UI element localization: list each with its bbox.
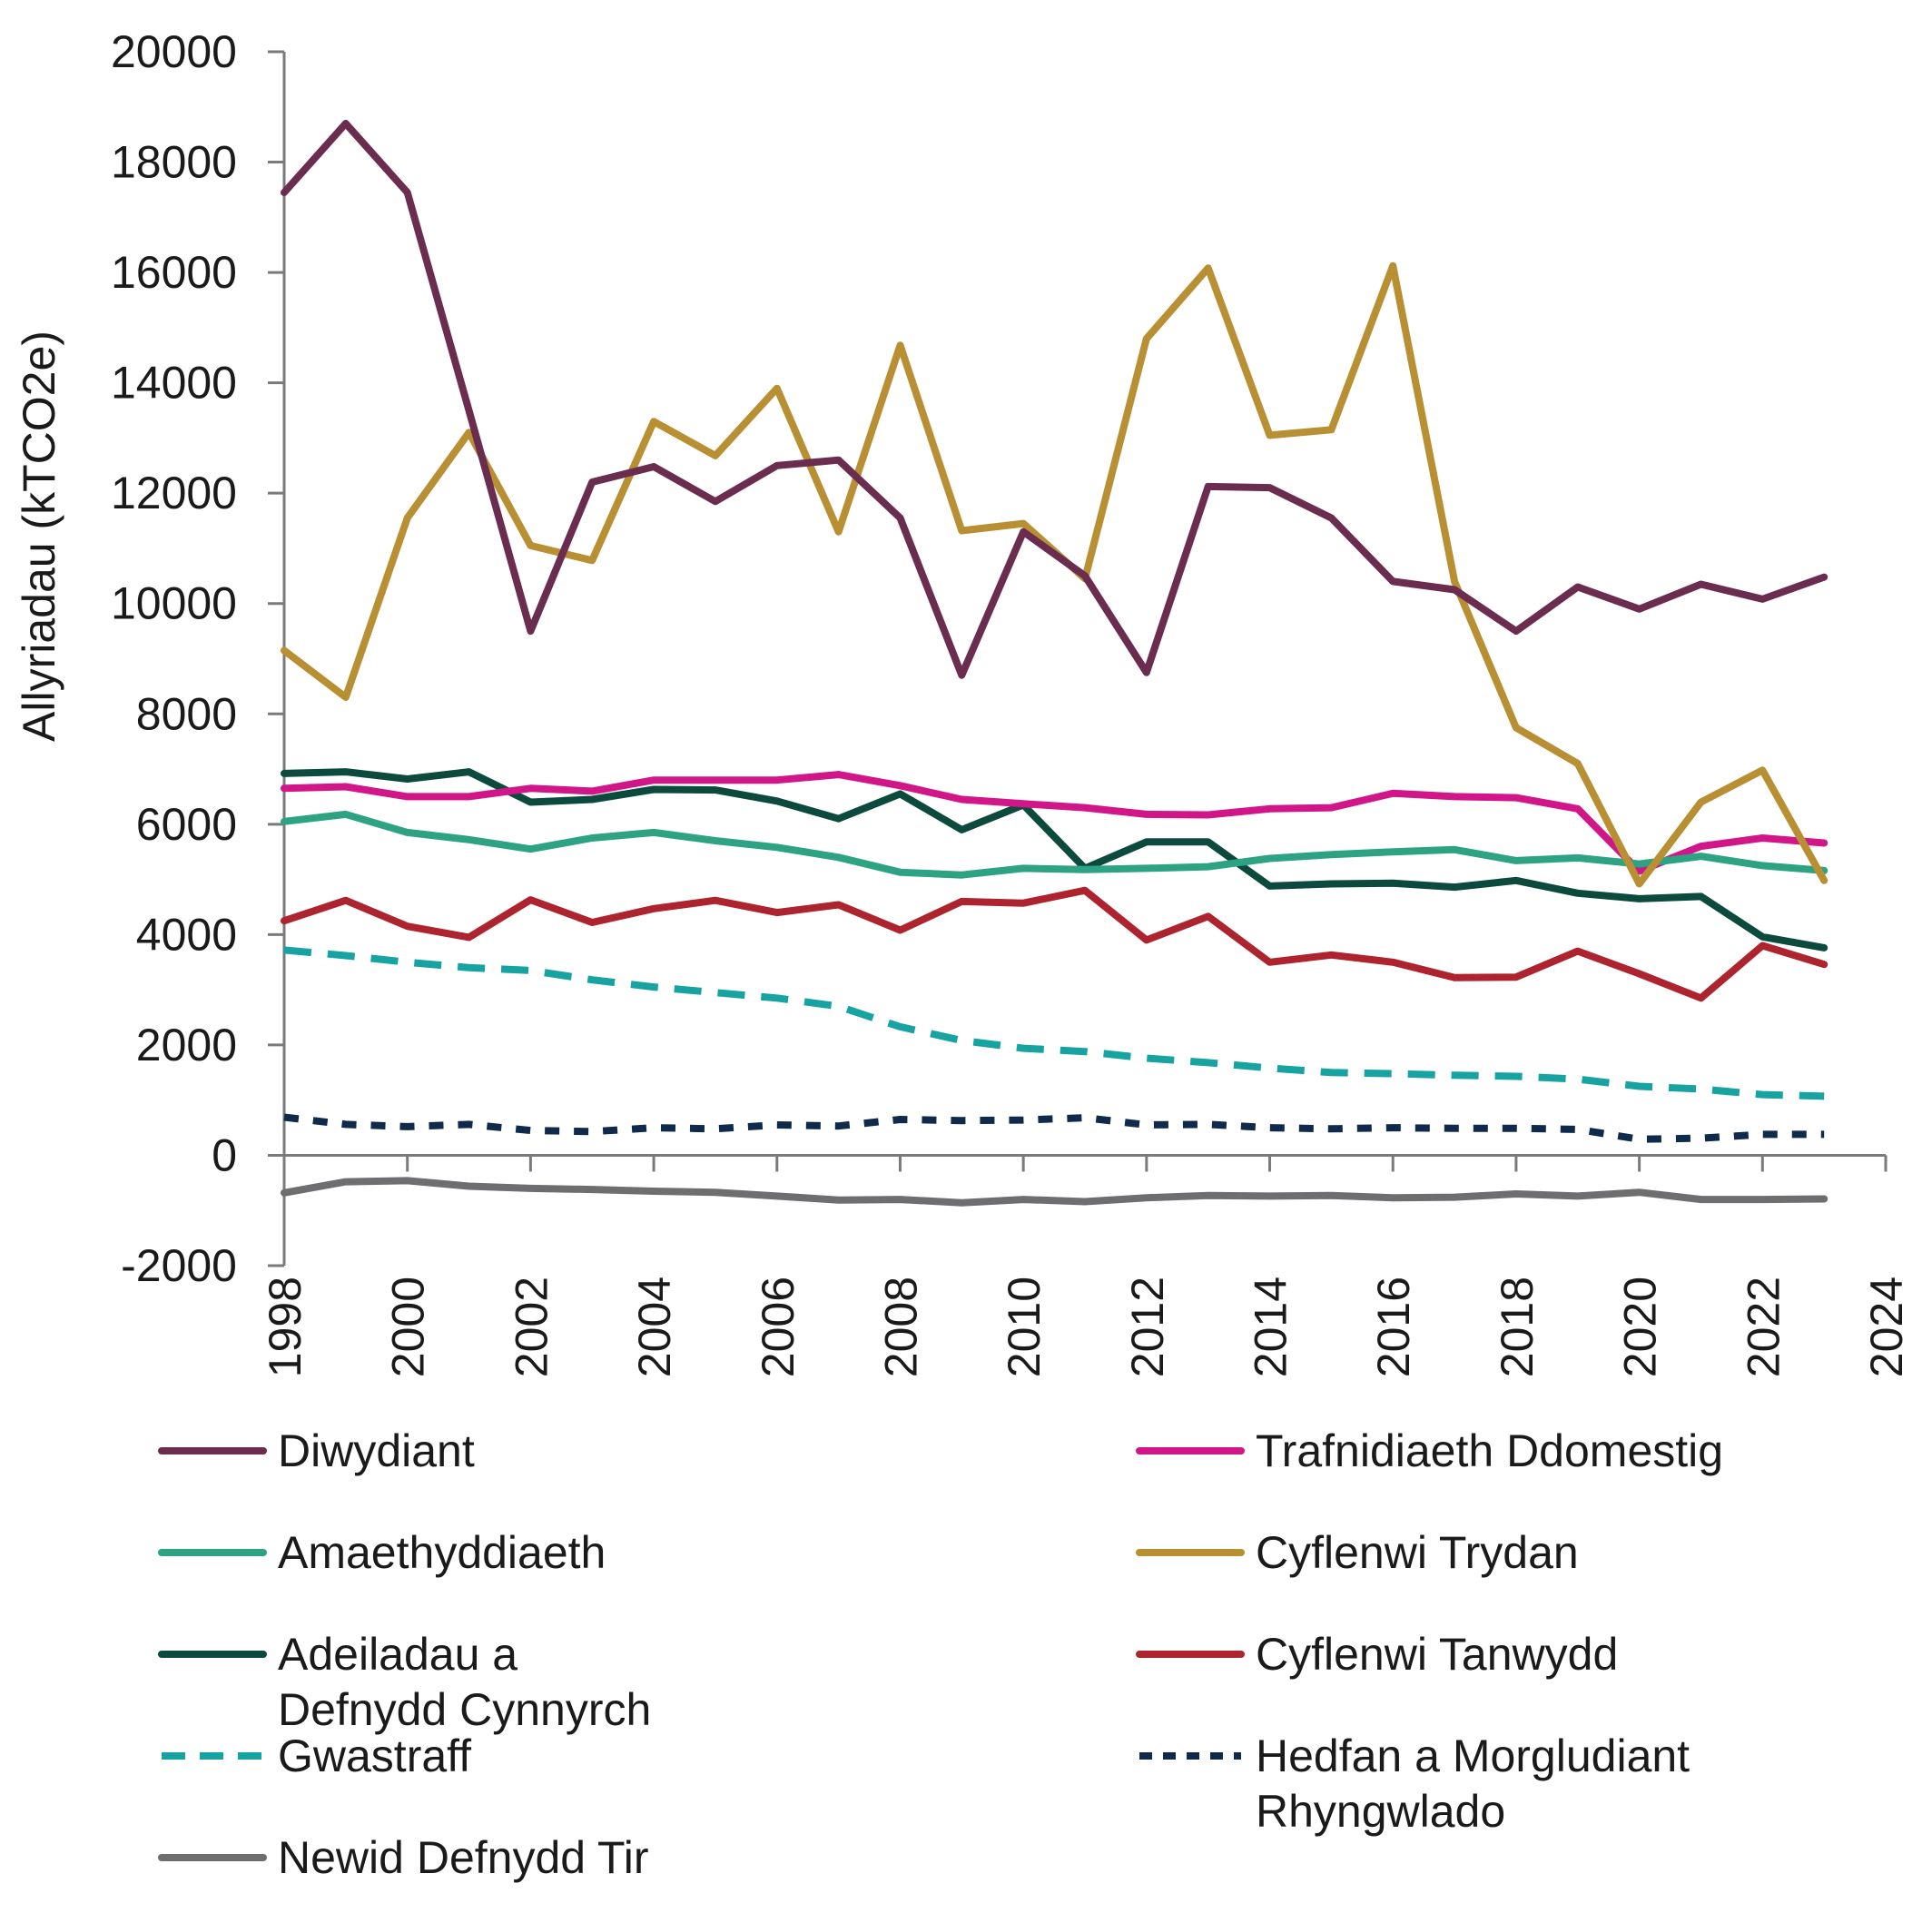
y-tick-label: 6000	[136, 799, 237, 850]
y-axis-title-group: Allyriadau (kTCO2e)	[14, 330, 64, 742]
legend-label: Trafnidiaeth Ddomestig	[1256, 1425, 1723, 1476]
legend-label: Hedfan a Morgludiant Rhyngwlado	[1256, 1731, 1690, 1837]
x-tick-label: 2024	[1861, 1277, 1912, 1377]
series-layer	[281, 120, 1828, 1207]
series-line-6	[283, 946, 1825, 1100]
x-tick-label: 2000	[383, 1277, 434, 1377]
legend-label: Cyflenwi Trydan	[1256, 1527, 1579, 1578]
y-tick-label: 2000	[136, 1020, 237, 1070]
legend-label: Newid Defnydd Tir	[278, 1832, 649, 1883]
series-line-2	[281, 810, 1828, 879]
x-tick-label: 2008	[875, 1277, 926, 1377]
y-tick-label: 14000	[111, 358, 237, 409]
series-line-5	[281, 886, 1828, 1002]
legend-label: Diwydiant	[278, 1425, 475, 1476]
y-tick-label: 4000	[136, 909, 237, 960]
y-tick-label: 0	[212, 1129, 237, 1180]
x-tick-label: 1998	[260, 1277, 310, 1377]
y-tick-label: 20000	[111, 26, 237, 77]
x-tick-label: 2010	[999, 1277, 1050, 1377]
y-tick-label: 16000	[111, 247, 237, 298]
y-tick-label: 18000	[111, 137, 237, 188]
x-tick-label: 2020	[1615, 1277, 1666, 1377]
axes: 2000018000160001400012000100008000600040…	[111, 26, 1912, 1377]
x-tick-label: 2002	[506, 1277, 557, 1377]
y-tick-label: 8000	[136, 688, 237, 739]
series-line-1	[281, 771, 1828, 875]
legend-label: Cyflenwi Tanwydd	[1256, 1629, 1618, 1680]
x-tick-label: 2018	[1492, 1277, 1543, 1377]
y-tick-label: 12000	[111, 468, 237, 518]
legend: Diwydiant Amaethyddiaeth Adeiladau a Defnyd…	[158, 1425, 1723, 1883]
y-tick-label: -2000	[121, 1240, 237, 1291]
y-tick-label: 10000	[111, 578, 237, 629]
series-line-0	[281, 120, 1828, 679]
x-tick-label: 2004	[629, 1277, 680, 1377]
legend-label: Adeiladau a Defnydd Cynnyrch	[278, 1629, 651, 1735]
x-tick-label: 2016	[1368, 1277, 1419, 1377]
legend-label: Amaethyddiaeth	[278, 1527, 606, 1578]
series-line-8	[281, 1177, 1828, 1207]
x-tick-label: 2012	[1122, 1277, 1173, 1377]
series-line-7	[283, 1113, 1825, 1143]
y-axis-title: Allyriadau (kTCO2e)	[14, 330, 64, 742]
legend-label: Gwastraff	[278, 1731, 471, 1781]
x-tick-label: 2006	[753, 1277, 803, 1377]
x-tick-label: 2014	[1246, 1277, 1296, 1377]
x-tick-label: 2022	[1738, 1277, 1789, 1377]
series-line-4	[281, 768, 1828, 952]
